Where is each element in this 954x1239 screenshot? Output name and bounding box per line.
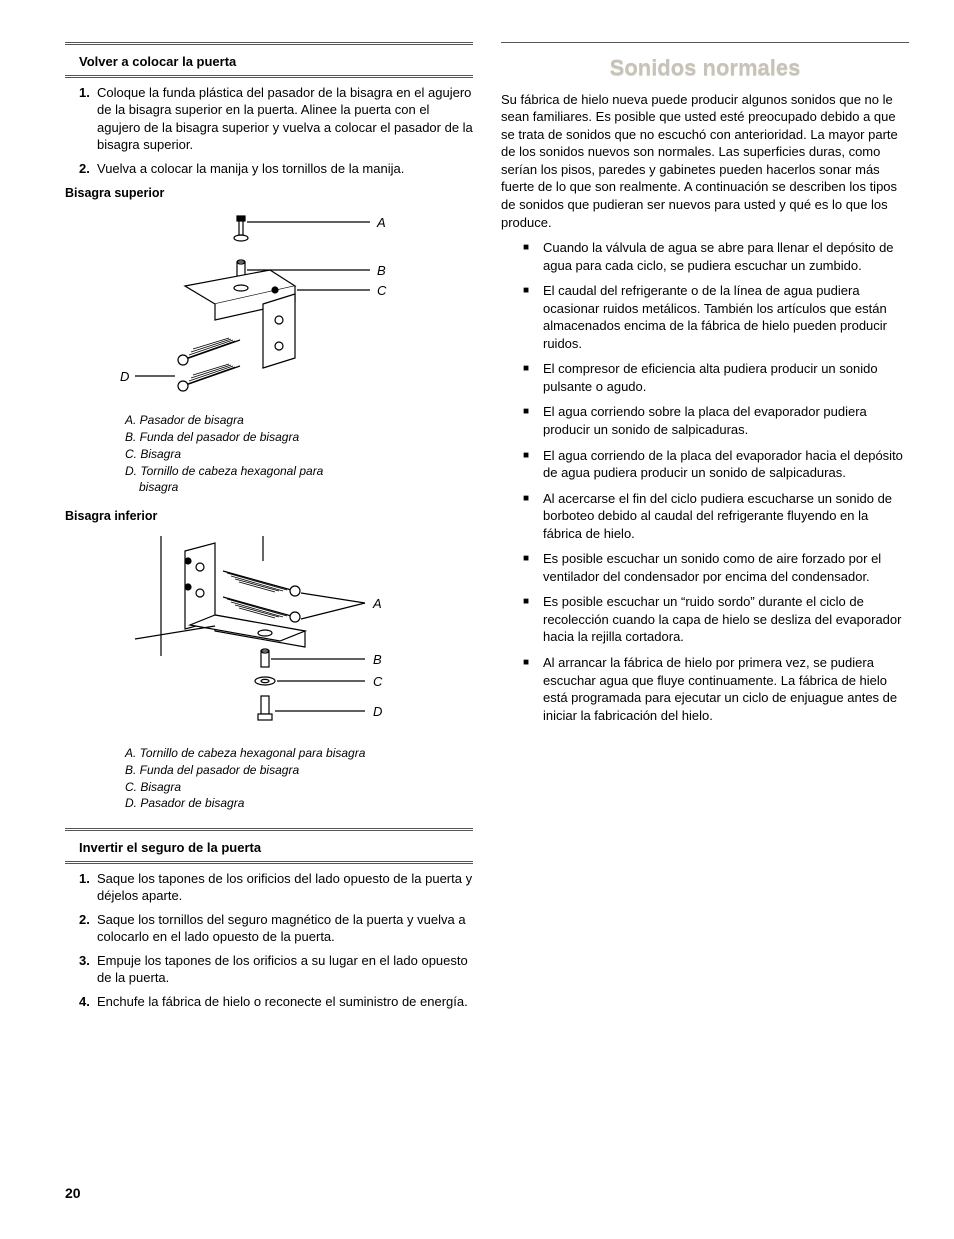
- right-column: Sonidos normales Su fábrica de hielo nue…: [501, 42, 909, 1017]
- item-number: 4.: [79, 993, 97, 1011]
- item-text: Vuelva a colocar la manija y los tornill…: [97, 160, 473, 178]
- bullet-icon: ■: [523, 550, 543, 585]
- figure-caption: A. Pasador de bisagra B. Funda del pasad…: [65, 412, 473, 496]
- hinge-bottom-diagram: A B C D: [65, 531, 473, 741]
- list-item: 3. Empuje los tapones de los orificios a…: [79, 952, 473, 987]
- label-c: C: [377, 283, 387, 298]
- bullet-text: Es posible escuchar un “ruido sordo” dur…: [543, 593, 909, 646]
- bullet-text: Al acercarse el fin del ciclo pudiera es…: [543, 490, 909, 543]
- bullet-icon: ■: [523, 593, 543, 646]
- item-number: 2.: [79, 911, 97, 946]
- list-item: ■El agua corriendo sobre la placa del ev…: [523, 403, 909, 438]
- caption-line: D. Pasador de bisagra: [125, 795, 473, 812]
- list-item: ■El agua corriendo de la placa del evapo…: [523, 447, 909, 482]
- label-c: C: [373, 674, 383, 689]
- item-number: 1.: [79, 870, 97, 905]
- bullet-text: El caudal del refrigerante o de la línea…: [543, 282, 909, 352]
- list-item: ■Al arrancar la fábrica de hielo por pri…: [523, 654, 909, 724]
- label-d: D: [373, 704, 382, 719]
- bullet-icon: ■: [523, 447, 543, 482]
- caption-line: bisagra: [125, 479, 473, 496]
- bullet-icon: ■: [523, 490, 543, 543]
- section-heading: Invertir el seguro de la puerta: [65, 837, 473, 861]
- figure-heading: Bisagra inferior: [65, 508, 473, 525]
- label-a: A: [372, 596, 382, 611]
- list-item: ■Es posible escuchar un “ruido sordo” du…: [523, 593, 909, 646]
- rule: [501, 42, 909, 43]
- caption-line: C. Bisagra: [125, 446, 473, 463]
- bullet-text: El compresor de eficiencia alta pudiera …: [543, 360, 909, 395]
- bullet-text: El agua corriendo de la placa del evapor…: [543, 447, 909, 482]
- bullet-list: ■Cuando la válvula de agua se abre para …: [501, 239, 909, 724]
- figure-heading: Bisagra superior: [65, 185, 473, 202]
- item-number: 2.: [79, 160, 97, 178]
- caption-line: A. Tornillo de cabeza hexagonal para bis…: [125, 745, 473, 762]
- list-item: ■Al acercarse el fin del ciclo pudiera e…: [523, 490, 909, 543]
- ordered-list: 1. Saque los tapones de los orificios de…: [65, 870, 473, 1011]
- left-column: Volver a colocar la puerta 1. Coloque la…: [65, 42, 473, 1017]
- bullet-text: El agua corriendo sobre la placa del eva…: [543, 403, 909, 438]
- rule: [65, 42, 473, 45]
- section-heading: Volver a colocar la puerta: [65, 51, 473, 75]
- figure-bottom-hinge: A B C D: [65, 531, 473, 741]
- list-item: 1. Saque los tapones de los orificios de…: [79, 870, 473, 905]
- label-b: B: [373, 652, 382, 667]
- item-number: 3.: [79, 952, 97, 987]
- caption-line: A. Pasador de bisagra: [125, 412, 473, 429]
- caption-line: B. Funda del pasador de bisagra: [125, 762, 473, 779]
- ordered-list: 1. Coloque la funda plástica del pasador…: [65, 84, 473, 178]
- page-number: 20: [65, 1184, 81, 1203]
- hinge-top-diagram: A B C D: [65, 208, 473, 408]
- item-text: Saque los tornillos del seguro magnético…: [97, 911, 473, 946]
- list-item: 2. Saque los tornillos del seguro magnét…: [79, 911, 473, 946]
- list-item: ■Cuando la válvula de agua se abre para …: [523, 239, 909, 274]
- item-number: 1.: [79, 84, 97, 154]
- bullet-text: Cuando la válvula de agua se abre para l…: [543, 239, 909, 274]
- label-a: A: [376, 215, 386, 230]
- intro-paragraph: Su fábrica de hielo nueva puede producir…: [501, 91, 909, 231]
- caption-line: B. Funda del pasador de bisagra: [125, 429, 473, 446]
- item-text: Empuje los tapones de los orificios a su…: [97, 952, 473, 987]
- list-item: 1. Coloque la funda plástica del pasador…: [79, 84, 473, 154]
- list-item: ■El compresor de eficiencia alta pudiera…: [523, 360, 909, 395]
- list-item: ■Es posible escuchar un sonido como de a…: [523, 550, 909, 585]
- figure-caption: A. Tornillo de cabeza hexagonal para bis…: [65, 745, 473, 812]
- label-b: B: [377, 263, 386, 278]
- bullet-text: Al arrancar la fábrica de hielo por prim…: [543, 654, 909, 724]
- caption-line: C. Bisagra: [125, 779, 473, 796]
- bullet-icon: ■: [523, 403, 543, 438]
- bullet-text: Es posible escuchar un sonido como de ai…: [543, 550, 909, 585]
- bullet-icon: ■: [523, 654, 543, 724]
- item-text: Saque los tapones de los orificios del l…: [97, 870, 473, 905]
- bullet-icon: ■: [523, 239, 543, 274]
- bullet-icon: ■: [523, 360, 543, 395]
- list-item: 2. Vuelva a colocar la manija y los torn…: [79, 160, 473, 178]
- list-item: ■El caudal del refrigerante o de la líne…: [523, 282, 909, 352]
- label-d: D: [120, 369, 129, 384]
- rule: [65, 75, 473, 78]
- section-title: Sonidos normales: [501, 53, 909, 83]
- list-item: 4. Enchufe la fábrica de hielo o reconec…: [79, 993, 473, 1011]
- caption-line: D. Tornillo de cabeza hexagonal para: [125, 463, 473, 480]
- rule: [65, 828, 473, 831]
- item-text: Coloque la funda plástica del pasador de…: [97, 84, 473, 154]
- rule: [65, 861, 473, 864]
- figure-top-hinge: A B C D: [65, 208, 473, 408]
- bullet-icon: ■: [523, 282, 543, 352]
- item-text: Enchufe la fábrica de hielo o reconecte …: [97, 993, 473, 1011]
